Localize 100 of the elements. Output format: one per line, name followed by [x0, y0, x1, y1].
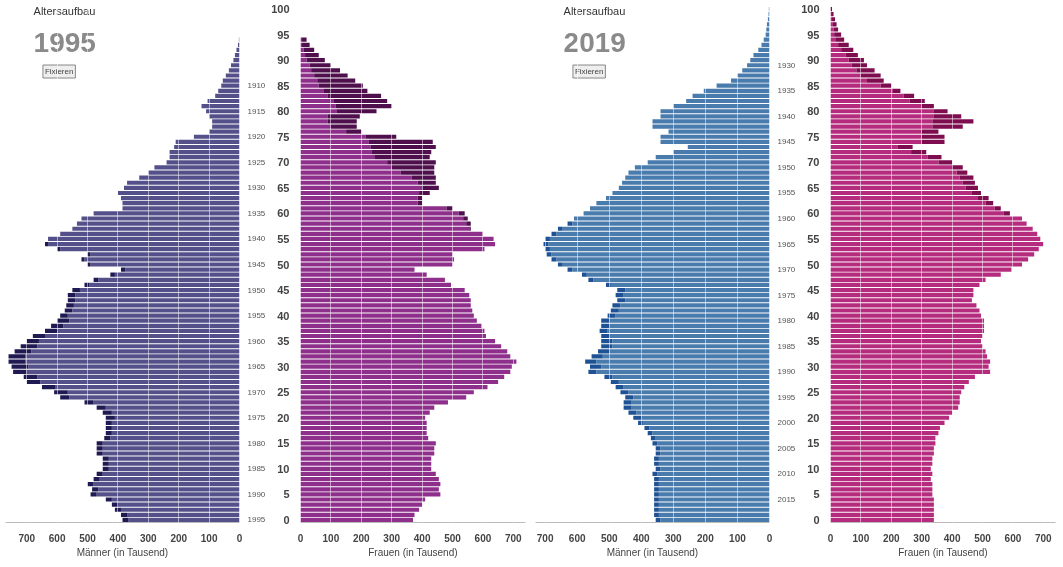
text: 1925 [247, 157, 266, 167]
bar [300, 144, 371, 150]
y-tick-label: 80 [807, 105, 820, 118]
x-tick-label: 700 [505, 532, 523, 544]
bar [120, 195, 240, 201]
y-tick-label: 100 [271, 3, 290, 16]
x-tick-label: 0 [236, 532, 243, 544]
bar [617, 287, 626, 293]
y-tick-label: 35 [807, 335, 820, 348]
text: 1955 [247, 311, 266, 321]
x-tick-label: 600 [48, 532, 66, 544]
y-tick-label: 10 [277, 462, 290, 475]
text: 1970 [777, 265, 796, 275]
bar [830, 476, 931, 482]
x-tick-label: 200 [697, 532, 715, 544]
x-tick-label: 0 [827, 532, 834, 544]
bar [300, 328, 485, 334]
bar [588, 369, 597, 374]
y-tick-label: 95 [807, 28, 820, 41]
bar [111, 425, 240, 431]
text: 1960 [247, 336, 266, 346]
bar [548, 241, 770, 247]
bar [1003, 211, 1010, 216]
bar [654, 476, 659, 482]
text: 1945 [247, 260, 266, 269]
y-tick-label: 75 [277, 130, 290, 143]
annotation: Fixieren [44, 67, 74, 77]
bar [581, 272, 587, 277]
x-tick-label: 400 [413, 532, 431, 544]
x-tick-label: 400 [943, 532, 961, 544]
x-axis-title: Frauen (in Tausend) [368, 546, 458, 558]
bar [96, 471, 103, 477]
annotation: Fixieren [574, 67, 604, 77]
y-tick-label: 65 [807, 181, 820, 194]
bar [81, 257, 85, 262]
bar [588, 277, 594, 282]
x-tick-label: 200 [352, 532, 371, 544]
bar [300, 471, 436, 477]
bar [300, 190, 420, 196]
y-tick-label: 5 [283, 488, 290, 501]
y-tick-label: 40 [277, 309, 290, 322]
bar [599, 328, 608, 334]
bar [40, 379, 240, 385]
text: 1965 [247, 362, 266, 372]
bar [601, 333, 610, 339]
x-axis-title: Männer (in Tausend) [76, 546, 169, 558]
bar [841, 47, 854, 53]
text: 1960 [777, 214, 796, 224]
bar [300, 241, 496, 247]
bar [114, 507, 121, 512]
x-tick-label: 600 [568, 532, 586, 544]
bar [120, 267, 126, 272]
x-tick-label: 300 [913, 532, 931, 544]
text: 1945 [777, 137, 796, 147]
y-tick-label: 70 [277, 156, 290, 169]
bar [300, 517, 413, 523]
y-tick-label: 55 [277, 232, 290, 245]
bar [300, 195, 418, 201]
bar [609, 333, 770, 339]
bar [174, 144, 240, 150]
y-tick-label: 90 [807, 54, 820, 67]
bar [87, 252, 91, 257]
y-tick-label: 45 [277, 284, 290, 297]
bar [110, 272, 115, 277]
y-tick-label: 90 [277, 54, 290, 67]
y-tick-label: 60 [277, 207, 290, 220]
bar [105, 425, 112, 431]
x-tick-label: 400 [109, 532, 127, 544]
y-tick-label: 20 [807, 411, 820, 424]
text: 1930 [777, 60, 796, 70]
x-tick-label: 300 [139, 532, 158, 544]
x-tick-label: 100 [729, 532, 747, 544]
bar [557, 262, 563, 267]
text: 2000 [777, 418, 796, 428]
bar [79, 287, 240, 293]
bar [122, 517, 129, 523]
y-tick-label: 75 [807, 130, 820, 143]
x-axis-title: Frauen (in Tausend) [898, 546, 988, 558]
y-tick-label: 70 [807, 156, 820, 169]
x-tick-label: 300 [383, 532, 401, 544]
text: 1995 [777, 392, 796, 402]
text: 1995 [247, 515, 266, 525]
bar [84, 400, 94, 405]
bar [753, 52, 770, 58]
chart-title: Altersaufbau [563, 4, 626, 17]
y-tick-label: 25 [277, 386, 290, 399]
x-tick-label: 500 [79, 532, 97, 544]
chart-title: Altersaufbau [33, 4, 96, 17]
x-tick-label: 400 [632, 532, 651, 544]
y-tick-label: 5 [813, 488, 820, 501]
bar [370, 144, 436, 150]
bar [830, 236, 1041, 242]
bar [830, 471, 933, 477]
y-tick-label: 50 [807, 258, 820, 271]
bar [607, 328, 770, 334]
bar [830, 328, 985, 334]
text: 2015 [777, 495, 796, 505]
x-tick-label: 700 [18, 532, 36, 544]
y-tick-label: 25 [807, 386, 820, 399]
x-tick-label: 200 [170, 532, 188, 544]
